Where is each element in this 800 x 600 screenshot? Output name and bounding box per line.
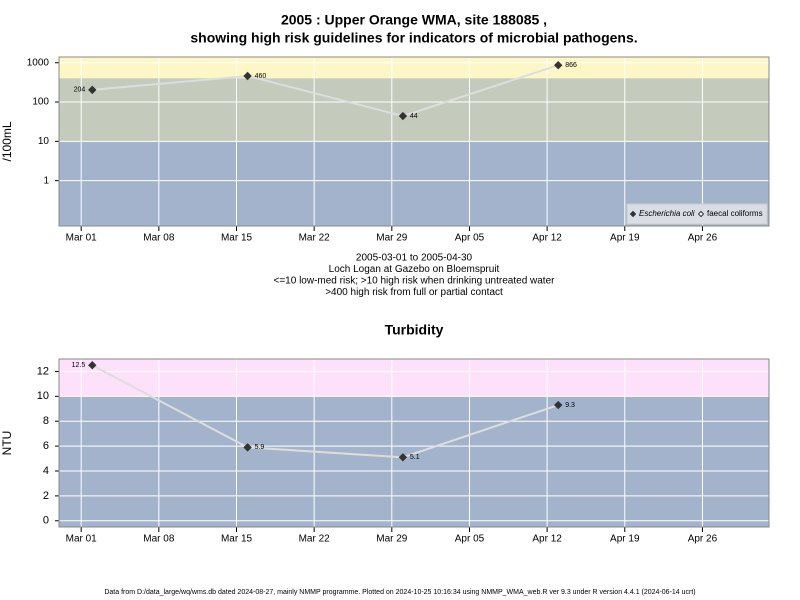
- data-label: 5.9: [255, 444, 265, 451]
- data-point: [243, 71, 252, 81]
- chart-note: >400 high risk from full or partial cont…: [325, 287, 503, 298]
- legend-box: [626, 203, 768, 225]
- y-tick-label: 0: [43, 515, 49, 527]
- x-tick-label: Apr 26: [688, 534, 718, 545]
- x-tick-label: Mar 29: [376, 233, 408, 244]
- data-point: [88, 85, 97, 95]
- data-label: 12.5: [72, 362, 86, 369]
- x-tick-label: Mar 22: [299, 534, 331, 545]
- x-tick-label: Apr 12: [532, 233, 562, 244]
- plot-frame: [58, 56, 770, 227]
- data-point: [398, 453, 408, 462]
- y-tick-label: 10: [38, 136, 50, 147]
- y-tick-label: 1000: [27, 57, 50, 68]
- x-tick-label: Apr 05: [455, 534, 485, 545]
- y-tick-label: 8: [43, 415, 49, 427]
- y-tick-label: 12: [37, 365, 49, 377]
- data-label: 204: [74, 87, 86, 94]
- x-tick-label: Apr 26: [688, 233, 718, 244]
- band: [59, 359, 769, 397]
- series-line: [92, 64, 559, 118]
- y-axis-label: NTU: [0, 431, 14, 456]
- data-label: 44: [410, 113, 418, 120]
- chart-note: Loch Logan at Gazebo on Bloemspruit: [329, 264, 500, 275]
- x-tick-label: Apr 19: [610, 233, 640, 244]
- data-label: 866: [565, 62, 577, 69]
- chart-title: 2005 : Upper Orange WMA, site 188085 ,: [281, 12, 547, 28]
- data-point: [243, 443, 252, 452]
- x-tick-label: Mar 08: [143, 233, 175, 244]
- plot-frame: [58, 358, 770, 528]
- x-tick-label: Apr 05: [455, 233, 485, 244]
- legend-label: faecal coliforms: [707, 209, 763, 218]
- band: [59, 57, 769, 79]
- legend-label: Escherichia coli: [639, 209, 695, 218]
- footer: Data from D:/data_large/wq/wms.db dated …: [104, 589, 695, 596]
- data-point: [88, 361, 97, 370]
- series-line: [91, 364, 559, 459]
- data-label: 5.1: [410, 454, 420, 461]
- data-label: 460: [255, 73, 267, 80]
- x-tick-label: Mar 08: [143, 534, 175, 545]
- y-tick-label: 10: [37, 390, 49, 402]
- x-tick-label: Apr 12: [532, 534, 562, 545]
- chart-title: Turbidity: [385, 322, 444, 338]
- y-tick-label: 100: [32, 97, 49, 108]
- legend-marker: [697, 210, 705, 218]
- chart-note: <=10 low-med risk; >10 high risk when dr…: [274, 276, 556, 287]
- y-tick-label: 1: [43, 175, 49, 186]
- x-tick-label: Mar 29: [376, 534, 408, 545]
- x-tick-label: Mar 15: [221, 534, 253, 545]
- chart-title: showing high risk guidelines for indicat…: [190, 30, 637, 46]
- y-axis-label: /100mL: [0, 121, 14, 161]
- data-point: [398, 111, 408, 121]
- x-tick-label: Mar 01: [66, 534, 98, 545]
- x-tick-label: Mar 01: [66, 233, 98, 244]
- y-tick-label: 4: [43, 465, 49, 477]
- data-point: [554, 400, 563, 410]
- chart-note: 2005-03-01 to 2005-04-30: [356, 253, 473, 264]
- data-label: 9.3: [565, 402, 575, 409]
- x-tick-label: Mar 22: [299, 233, 331, 244]
- data-point: [554, 60, 563, 70]
- x-tick-label: Apr 19: [610, 534, 640, 545]
- band: [59, 78, 769, 142]
- x-tick-label: Mar 15: [221, 233, 253, 244]
- y-tick-label: 6: [43, 440, 49, 452]
- y-tick-label: 2: [43, 490, 49, 502]
- legend-marker: [629, 210, 637, 218]
